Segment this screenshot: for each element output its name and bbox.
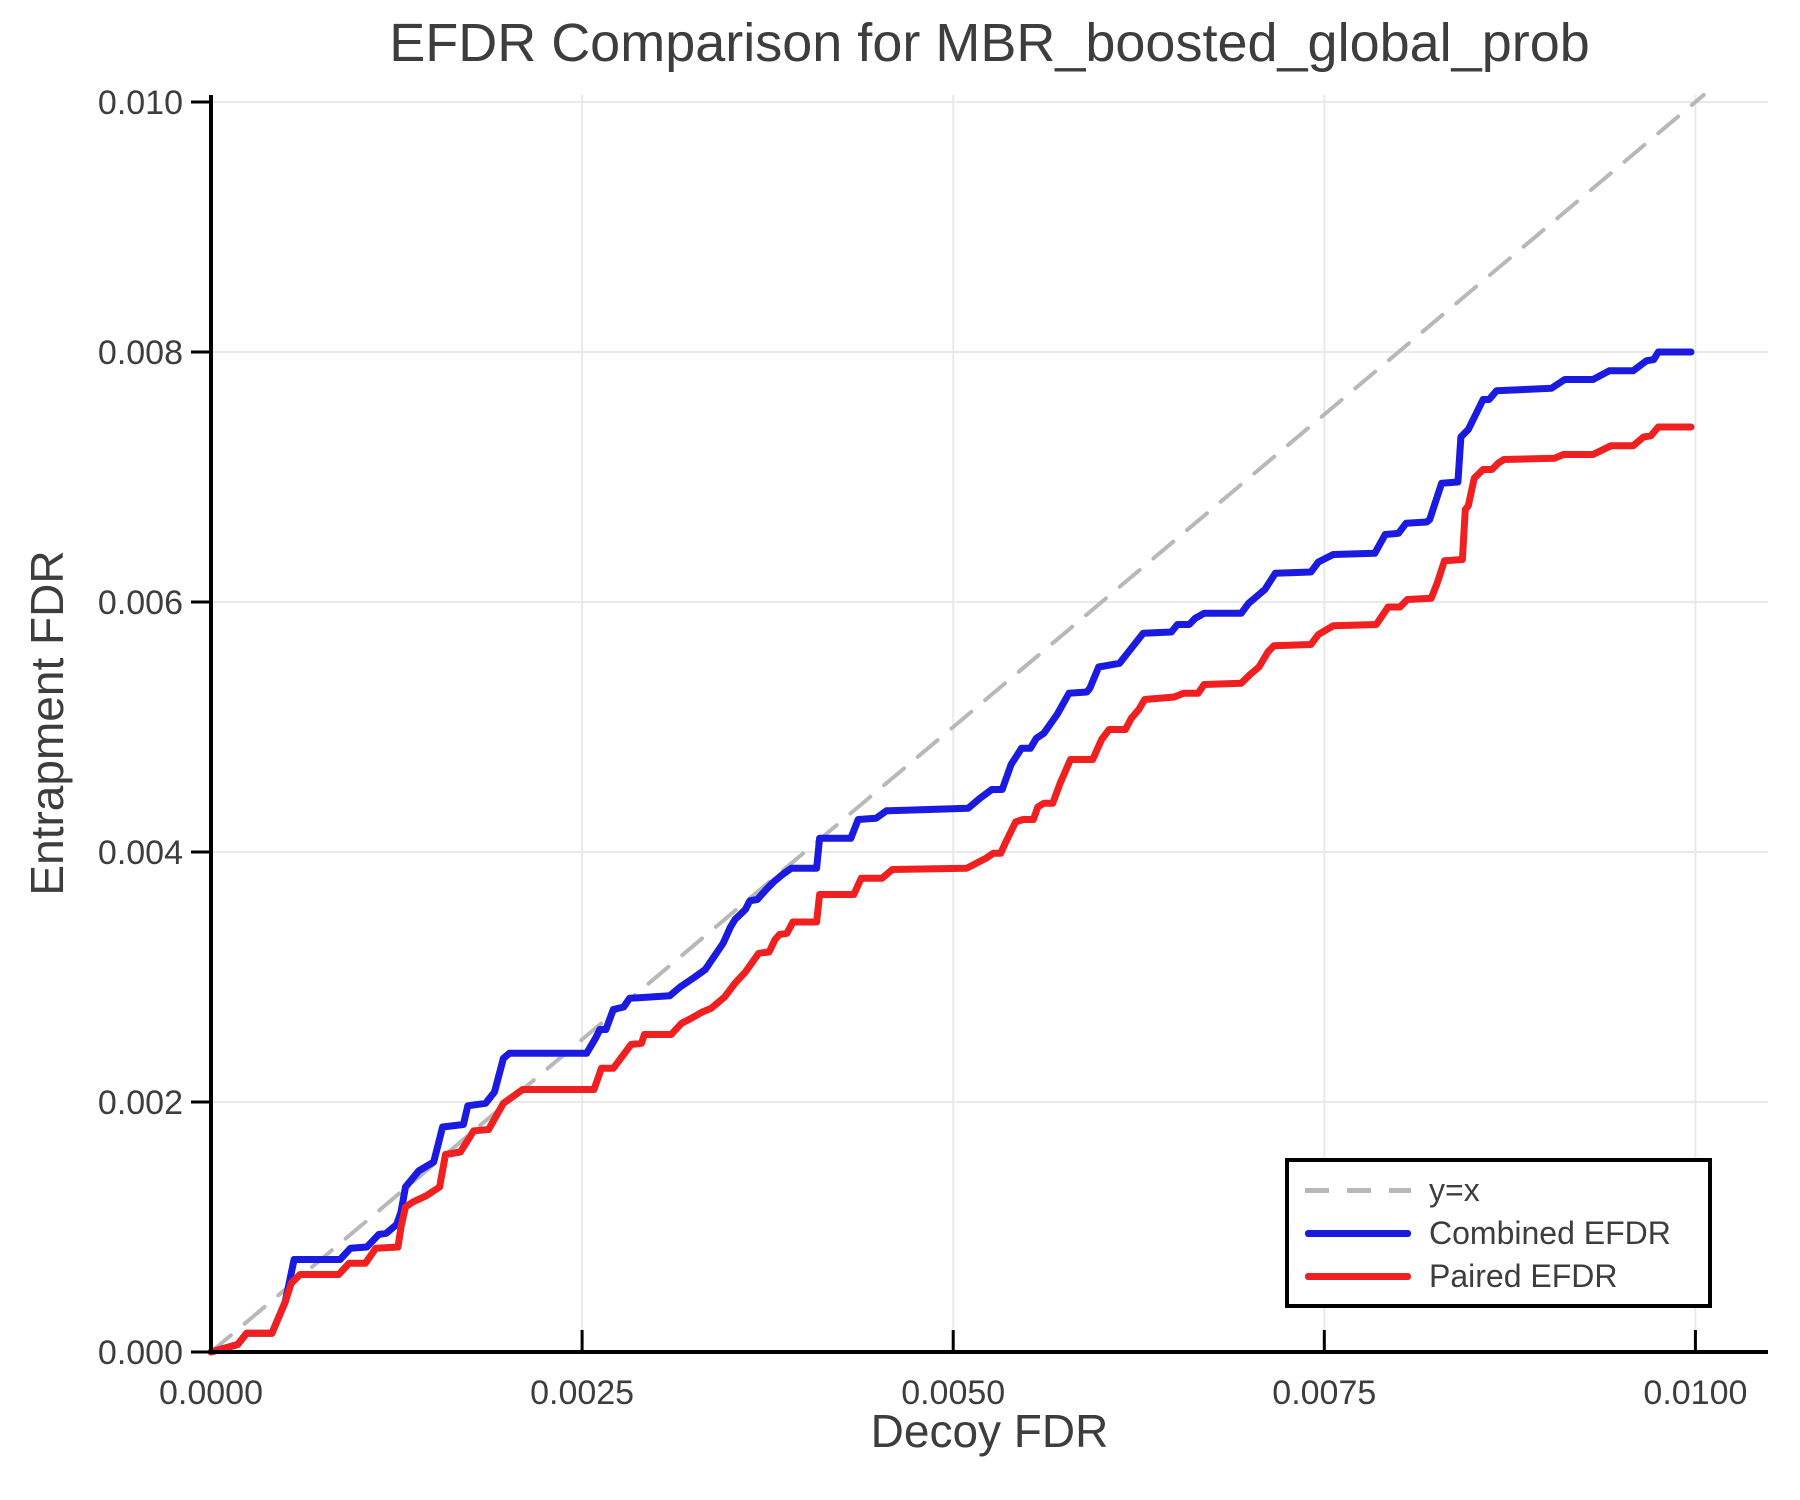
y-tick-label: 0.008 xyxy=(98,334,183,372)
x-tick-label: 0.0025 xyxy=(530,1374,634,1412)
legend-entry: Paired EFDR xyxy=(1305,1257,1708,1295)
y-tick-label: 0.000 xyxy=(98,1334,183,1372)
legend-line-swatch xyxy=(1305,1229,1411,1237)
y-tick-label: 0.002 xyxy=(98,1084,183,1122)
x-tick-label: 0.0100 xyxy=(1643,1374,1747,1412)
legend-label: Combined EFDR xyxy=(1429,1215,1671,1251)
x-tick-label: 0.0000 xyxy=(159,1374,263,1412)
series-line-combined-efdr xyxy=(207,348,1695,1356)
chart-title: EFDR Comparison for MBR_boosted_global_p… xyxy=(389,13,1590,73)
y-axis-label: Entrapment FDR xyxy=(21,550,73,896)
legend-label: y=x xyxy=(1429,1172,1480,1208)
y-tick-label: 0.010 xyxy=(98,84,183,122)
y-tick-label: 0.004 xyxy=(98,834,183,872)
legend-line-swatch xyxy=(1305,1272,1411,1280)
legend-label: Paired EFDR xyxy=(1429,1258,1618,1294)
y-tick-label: 0.006 xyxy=(98,584,183,622)
legend-entry: Combined EFDR xyxy=(1305,1214,1708,1252)
legend-entry: y=x xyxy=(1305,1171,1708,1209)
x-tick-label: 0.0075 xyxy=(1272,1374,1376,1412)
series-line-paired-efdr xyxy=(207,423,1695,1356)
legend-line-swatch xyxy=(1305,1187,1411,1193)
x-axis-label: Decoy FDR xyxy=(870,1405,1109,1457)
series-line-y-x xyxy=(209,93,1706,1354)
legend-box: y=x Combined EFDR Paired EFDR xyxy=(1285,1158,1712,1308)
x-tick-label: 0.0050 xyxy=(901,1374,1005,1412)
